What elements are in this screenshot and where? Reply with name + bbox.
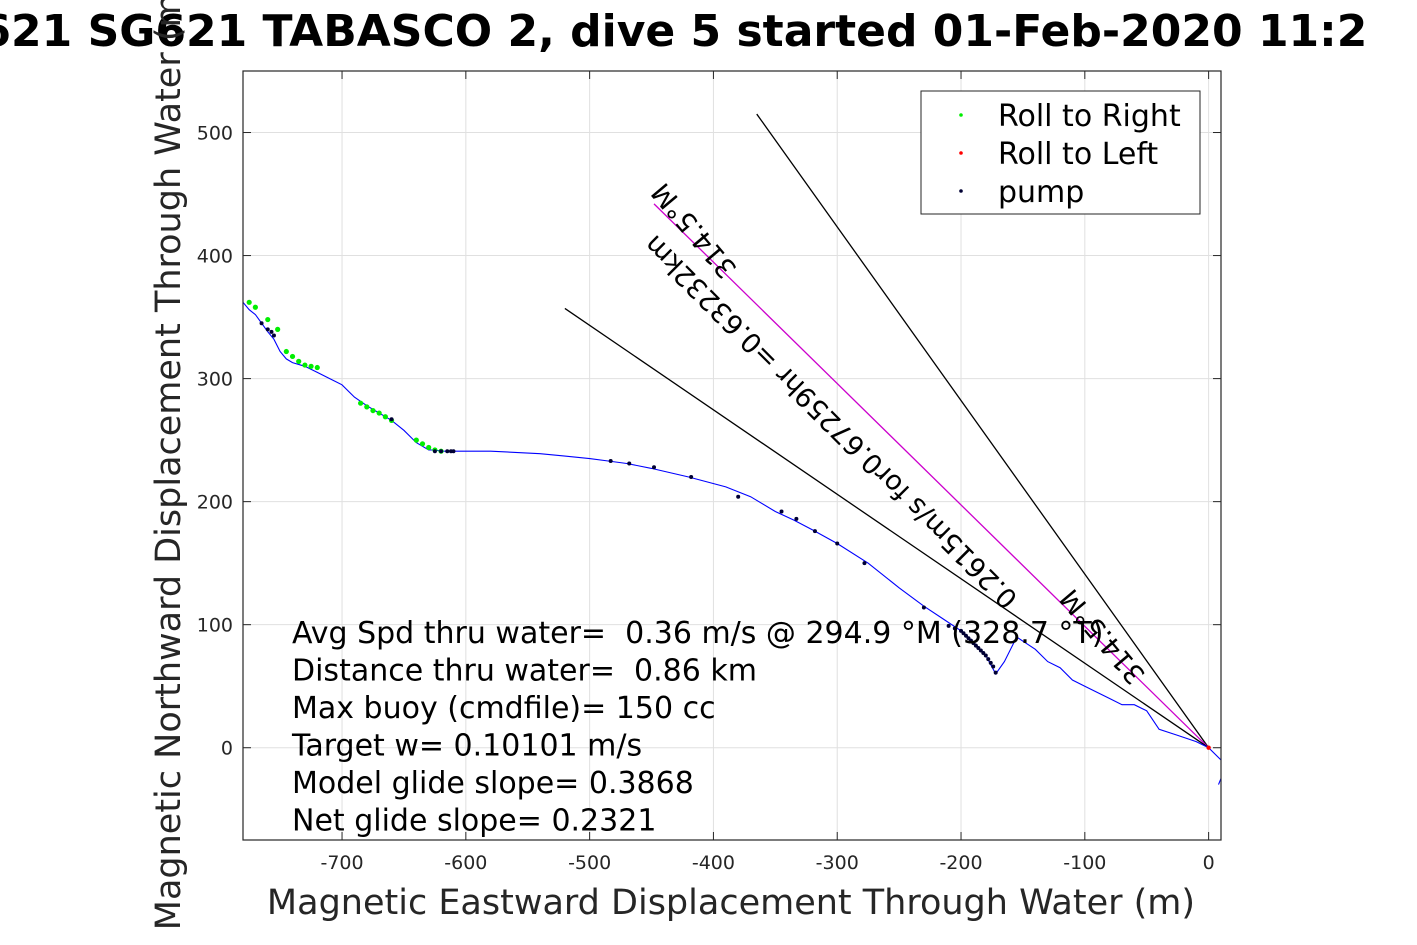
pump-point: [993, 670, 998, 675]
pump-point: [265, 327, 270, 332]
info-text-block: Avg Spd thru water= 0.36 m/s @ 294.9 °M …: [291, 616, 1103, 839]
roll-left-point: [1206, 745, 1211, 750]
pump-point: [961, 631, 966, 636]
info-line: Target w= 0.10101 m/s: [291, 729, 642, 764]
pump-point: [946, 623, 951, 628]
x-tick-label: -600: [444, 852, 487, 874]
y-tick-label: 200: [197, 492, 233, 514]
roll-right-point: [283, 348, 289, 355]
axes-box: [242, 70, 1222, 841]
pump-point: [986, 657, 991, 662]
pump-point: [652, 465, 657, 470]
pump-point: [862, 561, 867, 566]
pump-point: [269, 329, 274, 334]
legend-label: Roll to Right: [998, 99, 1181, 134]
info-line: Net glide slope= 0.2321: [292, 804, 656, 839]
reference-line: [564, 307, 1209, 749]
roll-right-point: [302, 362, 308, 368]
roll-right-point: [376, 410, 382, 416]
reference-line: [653, 203, 1210, 749]
info-line: Avg Spd thru water= 0.36 m/s @ 294.9 °M …: [292, 616, 1103, 651]
x-tick-label: -500: [568, 852, 611, 874]
roll-right-point: [358, 400, 364, 406]
pump-point: [983, 653, 988, 658]
legend-marker: [959, 113, 963, 117]
pump-point: [689, 475, 694, 480]
x-tick-label: -300: [816, 852, 859, 874]
roll-right-point: [413, 437, 419, 443]
pump-point: [963, 633, 968, 638]
roll-right-point: [370, 407, 376, 414]
x-tick-label: -100: [1063, 852, 1106, 874]
pump-point: [968, 638, 973, 643]
pump-point: [973, 643, 978, 648]
pump-point: [259, 321, 264, 326]
legend-label: pump: [998, 175, 1084, 210]
pump-point: [835, 541, 840, 546]
pump-point: [432, 449, 437, 454]
y-tick-label: 300: [197, 369, 233, 391]
pump-point: [966, 636, 971, 641]
pump-point: [952, 626, 957, 631]
roll-right-point: [308, 363, 314, 369]
roll-right-point: [426, 444, 432, 451]
x-tick-label: -400: [692, 852, 735, 874]
pump-point: [981, 650, 986, 655]
legend-marker: [959, 189, 963, 193]
pump-point: [779, 509, 784, 514]
roll-right-point: [275, 326, 281, 332]
roll-right-point: [265, 316, 271, 323]
pump-point: [971, 641, 976, 646]
roll-right-point: [419, 441, 426, 447]
pump-point: [988, 660, 993, 665]
roll-right-point: [364, 404, 370, 410]
info-line: Distance thru water= 0.86 km: [292, 654, 757, 689]
pump-point: [921, 605, 926, 610]
chart-title: SG621 SG621 TABASCO 2, dive 5 started 01…: [0, 6, 1367, 57]
roll-right-point: [296, 358, 302, 364]
roll-right-point: [252, 304, 258, 310]
roll-right-point: [246, 299, 252, 305]
legend-box: [920, 90, 1201, 215]
plot-content: [243, 113, 1221, 785]
pump-point: [991, 664, 996, 669]
y-axis-label: Magnetic Northward Displacement Through …: [149, 0, 189, 930]
y-tick-label: 100: [197, 615, 233, 637]
roll-right-point: [289, 353, 296, 360]
info-line: Max buoy (cmdfile)= 150 cc: [292, 691, 716, 726]
roll-right-point: [314, 364, 320, 371]
info-line: Model glide slope= 0.3868: [292, 766, 694, 801]
legend-label: Roll to Left: [998, 137, 1158, 172]
pump-point: [627, 461, 632, 466]
pump-point: [976, 646, 981, 651]
x-tick-label: -200: [939, 852, 982, 874]
y-tick-label: 500: [197, 123, 233, 145]
x-axis-label: Magnetic Eastward Displacement Through W…: [267, 883, 1195, 923]
pump-point: [812, 529, 817, 534]
roll-right-point: [382, 414, 388, 420]
x-tick-label: 0: [1203, 852, 1215, 874]
y-tick-label: 400: [197, 246, 233, 268]
pump-point: [271, 333, 276, 338]
pump-point: [736, 494, 741, 499]
x-tick-label: -700: [320, 852, 363, 874]
reference-line: [756, 113, 1210, 749]
y-tick-label: 0: [221, 738, 233, 760]
pump-point: [978, 648, 983, 653]
pump-point: [451, 449, 456, 454]
track-line: [243, 301, 1221, 785]
pump-point: [959, 628, 964, 633]
pump-point: [439, 449, 444, 454]
pump-point: [794, 516, 799, 521]
pump-point: [608, 459, 613, 464]
pump-point: [445, 449, 450, 454]
legend-marker: [959, 151, 963, 155]
pump-point: [389, 417, 394, 422]
